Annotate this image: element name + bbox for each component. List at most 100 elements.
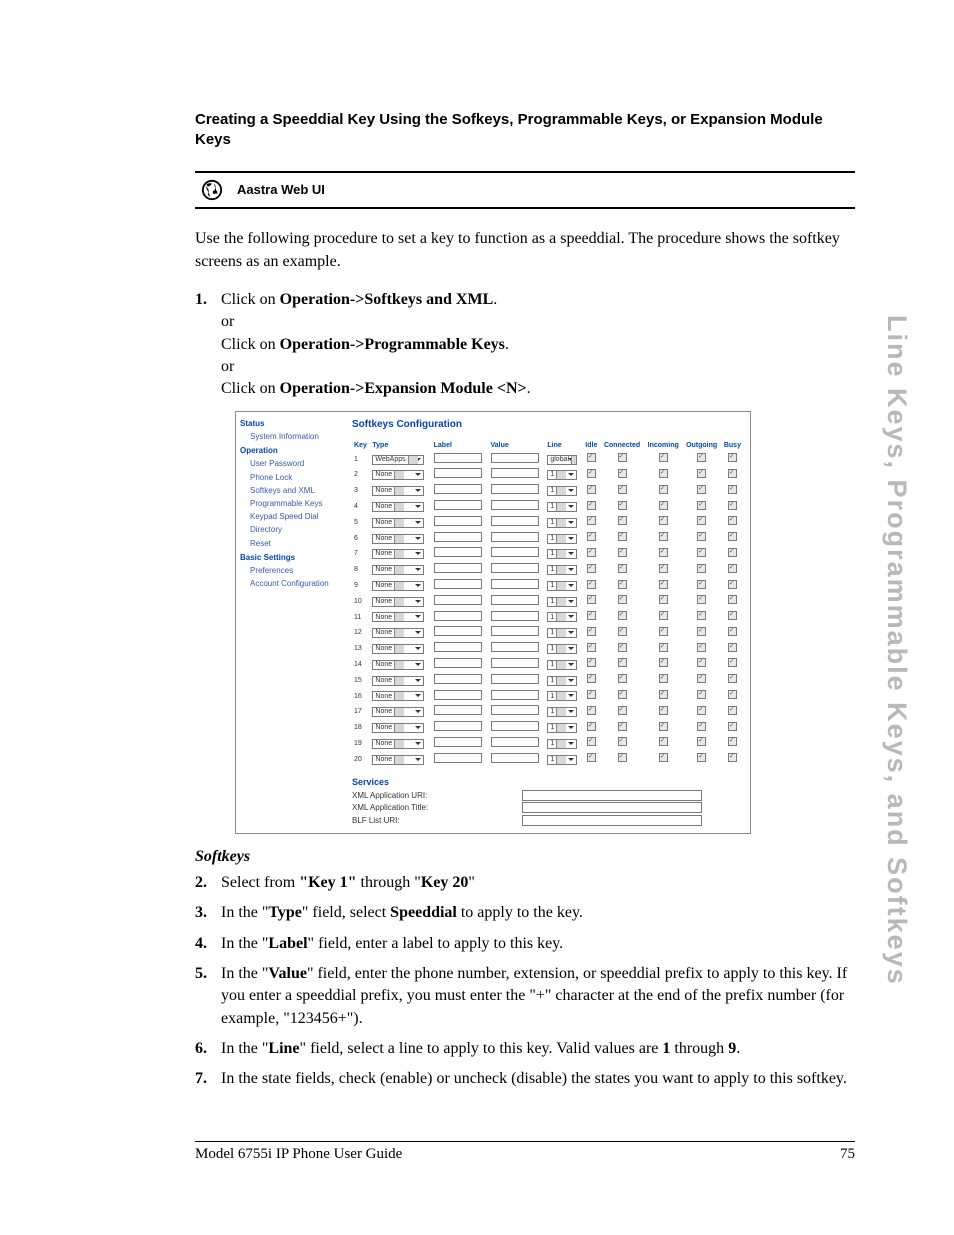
ss-type-select[interactable]: None (372, 660, 424, 670)
ss-state-checkbox[interactable] (587, 643, 596, 652)
ss-state-checkbox[interactable] (728, 469, 737, 478)
ss-state-checkbox[interactable] (618, 548, 627, 557)
ss-state-checkbox[interactable] (659, 690, 668, 699)
ss-state-checkbox[interactable] (697, 627, 706, 636)
ss-value-input[interactable] (491, 658, 539, 668)
ss-value-input[interactable] (491, 484, 539, 494)
ss-label-input[interactable] (434, 453, 482, 463)
ss-state-checkbox[interactable] (728, 501, 737, 510)
ss-type-select[interactable]: None (372, 502, 424, 512)
ss-label-input[interactable] (434, 516, 482, 526)
ss-type-select[interactable]: None (372, 691, 424, 701)
ss-state-checkbox[interactable] (659, 674, 668, 683)
ss-type-select[interactable]: None (372, 644, 424, 654)
ss-state-checkbox[interactable] (697, 753, 706, 762)
ss-state-checkbox[interactable] (659, 737, 668, 746)
ss-sidebar-item[interactable]: System Information (240, 430, 344, 443)
ss-state-checkbox[interactable] (587, 690, 596, 699)
ss-type-select[interactable]: None (372, 723, 424, 733)
ss-state-checkbox[interactable] (587, 737, 596, 746)
ss-state-checkbox[interactable] (728, 627, 737, 636)
ss-line-select[interactable]: 1 (547, 644, 577, 654)
ss-sidebar-item[interactable]: Keypad Speed Dial (240, 510, 344, 523)
ss-state-checkbox[interactable] (659, 469, 668, 478)
ss-state-checkbox[interactable] (618, 643, 627, 652)
ss-line-select[interactable]: 1 (547, 581, 577, 591)
ss-label-input[interactable] (434, 563, 482, 573)
ss-state-checkbox[interactable] (587, 548, 596, 557)
ss-type-select[interactable]: None (372, 486, 424, 496)
ss-value-input[interactable] (491, 674, 539, 684)
ss-label-input[interactable] (434, 705, 482, 715)
ss-state-checkbox[interactable] (587, 580, 596, 589)
ss-line-select[interactable]: 1 (547, 739, 577, 749)
ss-service-input[interactable] (522, 790, 702, 801)
ss-value-input[interactable] (491, 753, 539, 763)
ss-state-checkbox[interactable] (618, 564, 627, 573)
ss-type-select[interactable]: None (372, 534, 424, 544)
ss-value-input[interactable] (491, 579, 539, 589)
ss-state-checkbox[interactable] (659, 658, 668, 667)
ss-label-input[interactable] (434, 690, 482, 700)
ss-state-checkbox[interactable] (659, 753, 668, 762)
ss-state-checkbox[interactable] (618, 485, 627, 494)
ss-line-select[interactable]: 1 (547, 470, 577, 480)
ss-sidebar-item[interactable]: Phone Lock (240, 471, 344, 484)
ss-value-input[interactable] (491, 642, 539, 652)
ss-state-checkbox[interactable] (728, 722, 737, 731)
ss-service-input[interactable] (522, 815, 702, 826)
ss-value-input[interactable] (491, 453, 539, 463)
ss-state-checkbox[interactable] (618, 690, 627, 699)
ss-state-checkbox[interactable] (697, 643, 706, 652)
ss-state-checkbox[interactable] (659, 722, 668, 731)
ss-state-checkbox[interactable] (587, 532, 596, 541)
ss-type-select[interactable]: None (372, 707, 424, 717)
ss-line-select[interactable]: 1 (547, 518, 577, 528)
ss-line-select[interactable]: 1 (547, 549, 577, 559)
ss-state-checkbox[interactable] (587, 658, 596, 667)
ss-type-select[interactable]: None (372, 565, 424, 575)
ss-state-checkbox[interactable] (697, 469, 706, 478)
ss-state-checkbox[interactable] (728, 611, 737, 620)
ss-state-checkbox[interactable] (659, 453, 668, 462)
ss-value-input[interactable] (491, 532, 539, 542)
ss-label-input[interactable] (434, 484, 482, 494)
ss-state-checkbox[interactable] (659, 501, 668, 510)
ss-state-checkbox[interactable] (728, 564, 737, 573)
ss-state-checkbox[interactable] (659, 611, 668, 620)
ss-state-checkbox[interactable] (587, 706, 596, 715)
ss-label-input[interactable] (434, 579, 482, 589)
ss-label-input[interactable] (434, 532, 482, 542)
ss-type-select[interactable]: None (372, 549, 424, 559)
ss-value-input[interactable] (491, 500, 539, 510)
ss-value-input[interactable] (491, 468, 539, 478)
ss-label-input[interactable] (434, 626, 482, 636)
ss-state-checkbox[interactable] (587, 453, 596, 462)
ss-state-checkbox[interactable] (618, 469, 627, 478)
ss-sidebar-item[interactable]: Account Configuration (240, 577, 344, 590)
ss-state-checkbox[interactable] (618, 516, 627, 525)
ss-type-select[interactable]: None (372, 581, 424, 591)
ss-state-checkbox[interactable] (659, 643, 668, 652)
ss-label-input[interactable] (434, 468, 482, 478)
ss-line-select[interactable]: 1 (547, 707, 577, 717)
ss-type-select[interactable]: None (372, 597, 424, 607)
ss-state-checkbox[interactable] (728, 753, 737, 762)
ss-state-checkbox[interactable] (587, 469, 596, 478)
ss-state-checkbox[interactable] (618, 658, 627, 667)
ss-state-checkbox[interactable] (697, 501, 706, 510)
ss-state-checkbox[interactable] (728, 485, 737, 494)
ss-value-input[interactable] (491, 705, 539, 715)
ss-state-checkbox[interactable] (697, 595, 706, 604)
ss-state-checkbox[interactable] (697, 690, 706, 699)
ss-line-select[interactable]: 1 (547, 691, 577, 701)
ss-state-checkbox[interactable] (587, 674, 596, 683)
ss-state-checkbox[interactable] (697, 658, 706, 667)
ss-line-select[interactable]: 1 (547, 486, 577, 496)
ss-state-checkbox[interactable] (618, 595, 627, 604)
ss-type-select[interactable]: None (372, 628, 424, 638)
ss-value-input[interactable] (491, 595, 539, 605)
ss-state-checkbox[interactable] (728, 658, 737, 667)
ss-state-checkbox[interactable] (618, 627, 627, 636)
ss-state-checkbox[interactable] (618, 722, 627, 731)
